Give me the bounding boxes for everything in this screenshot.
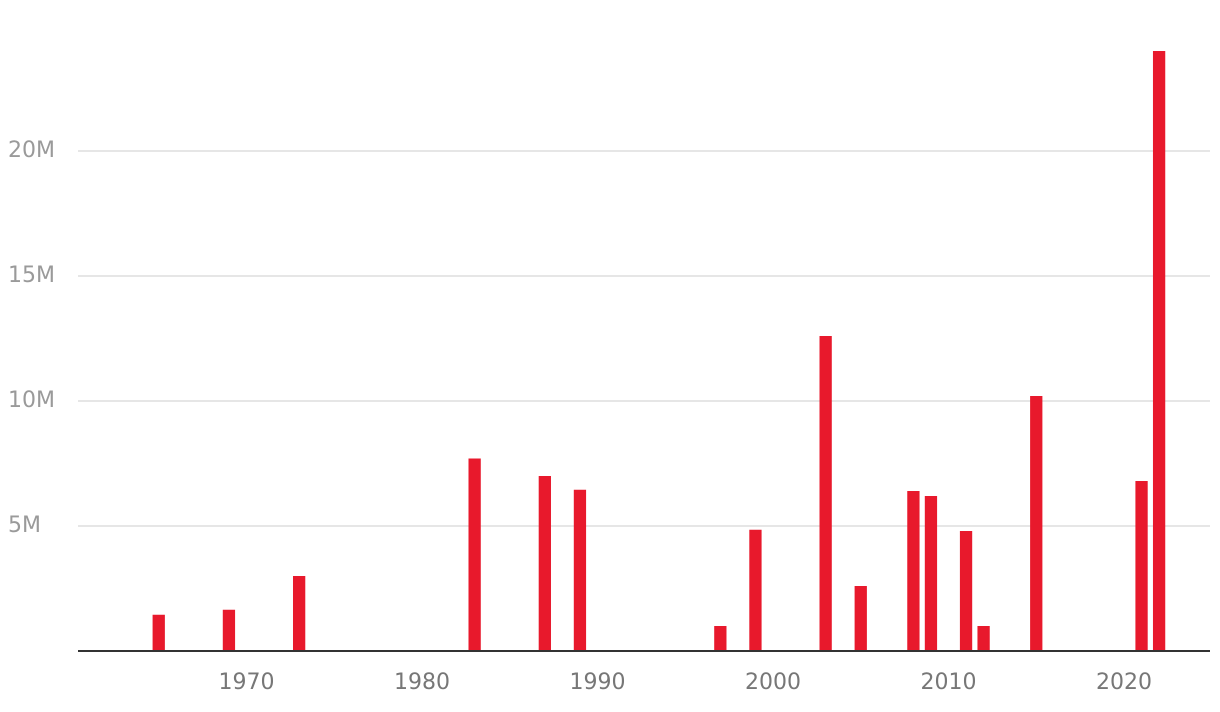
bar [819,336,832,651]
bar [1135,481,1148,651]
bar [1030,396,1043,651]
x-tick-label: 2010 [920,670,976,695]
x-tick-label: 1970 [218,670,274,695]
x-tick-label: 2000 [745,670,801,695]
bar [749,529,762,651]
y-tick-label: 10M [8,388,55,413]
x-tick-label: 1980 [394,670,450,695]
bar [468,458,481,651]
bar [538,476,551,651]
bar [924,496,938,651]
x-tick-label: 1990 [569,670,625,695]
bar [1152,51,1166,651]
y-tick-label: 5M [8,513,41,538]
bar [977,626,990,651]
bar [959,531,973,651]
y-tick-label: 15M [8,263,55,288]
bar [714,626,727,651]
y-tick-label: 20M [8,138,55,163]
bar [573,489,587,651]
bar [222,609,236,651]
bar [907,491,920,651]
bar [854,586,867,651]
bar [152,614,165,651]
bar [292,576,306,651]
x-tick-label: 2020 [1096,670,1152,695]
